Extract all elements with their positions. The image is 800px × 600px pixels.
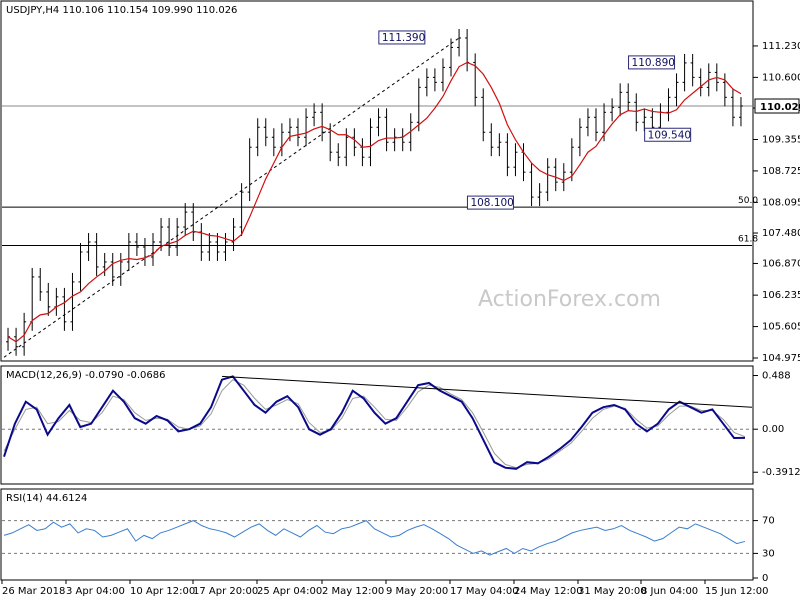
watermark: ActionForex.com <box>478 287 661 312</box>
macd-lines <box>2 375 753 470</box>
x-tick-label: 3 Apr 04:00 <box>66 586 125 597</box>
price-tick-label: 105.605 <box>762 322 800 333</box>
macd-tick-label: 0.00 <box>762 424 784 435</box>
price-annotation-box <box>466 195 514 210</box>
x-tick-label: 25 Apr 04:00 <box>257 586 322 597</box>
macd-header: MACD(12,26,9) -0.0790 -0.0686 <box>6 370 166 381</box>
trend-line <box>3 37 460 358</box>
x-tick-label: 8 Jun 04:00 <box>641 586 698 597</box>
price-tick-label: 107.480 <box>762 228 800 239</box>
rsi-lines <box>2 520 752 556</box>
price-annotation-label: 111.390 <box>382 32 425 44</box>
price-annotation-box <box>628 55 676 70</box>
price-tick-label: 110.600 <box>762 72 800 83</box>
macd-axis: 0.488 0.00 -0.3912 <box>753 371 800 478</box>
rsi-line <box>3 520 746 556</box>
rsi-tick-label: 0 <box>762 573 768 584</box>
macd-line <box>3 375 746 470</box>
price-tick-label: 104.975 <box>762 353 800 364</box>
last-price-badge <box>754 98 800 114</box>
x-tick-label: 17 May 04:00 <box>450 586 519 597</box>
price-annotation-label: 109.540 <box>648 129 691 141</box>
price-tick-label: 109.355 <box>762 134 800 145</box>
moving-average-line <box>7 61 742 343</box>
x-tick-label: 24 May 12:00 <box>514 586 583 597</box>
price-tick-label: 108.725 <box>762 166 800 177</box>
price-header: USDJPY,H4 110.106 110.154 109.990 110.02… <box>6 5 237 16</box>
x-tick-label: 9 May 20:00 <box>386 586 448 597</box>
x-tick-label: 2 May 12:00 <box>322 586 384 597</box>
macd-tick-label: 0.488 <box>762 371 791 382</box>
x-tick-label: 15 Jun 12:00 <box>705 586 769 597</box>
price-tick-label: 106.235 <box>762 290 800 301</box>
x-tick-label: 10 Apr 12:00 <box>130 586 195 597</box>
price-bars <box>6 28 743 356</box>
price-annotations: 111.390 110.890 109.540 108.100 <box>378 30 692 210</box>
moving-average <box>7 61 742 343</box>
last-price-label: 110.026 <box>760 102 800 113</box>
x-tick-label: 26 Mar 2018 <box>2 586 65 597</box>
price-reference-lines: 110.026 50.0 61.8 <box>2 37 800 358</box>
macd-tick-label: -0.3912 <box>762 467 800 478</box>
rsi-axis: 70 30 0 <box>753 516 775 584</box>
price-annotation-label: 108.100 <box>470 197 513 209</box>
price-panel <box>0 0 754 362</box>
price-axis: 111.230110.600109.985109.355108.725108.0… <box>753 41 800 364</box>
price-tick-label: 108.095 <box>762 197 800 208</box>
fib-level-label: 61.8 <box>738 234 758 244</box>
x-tick-label: 17 Apr 20:00 <box>193 586 258 597</box>
price-annotation-label: 110.890 <box>632 57 675 69</box>
rsi-tick-label: 70 <box>762 516 775 527</box>
price-annotation-box <box>644 127 692 142</box>
macd-panel <box>0 365 754 485</box>
price-tick-label: 106.870 <box>762 258 800 269</box>
rsi-panel <box>0 488 754 581</box>
rsi-header: RSI(14) 44.6124 <box>6 493 87 504</box>
x-tick-label: 31 May 20:00 <box>578 586 647 597</box>
rsi-tick-label: 30 <box>762 548 775 559</box>
price-annotation-box <box>378 30 426 45</box>
macd-trend-line <box>221 375 753 408</box>
fib-level-label: 50.0 <box>738 196 758 206</box>
price-tick-label: 111.230 <box>762 41 800 52</box>
